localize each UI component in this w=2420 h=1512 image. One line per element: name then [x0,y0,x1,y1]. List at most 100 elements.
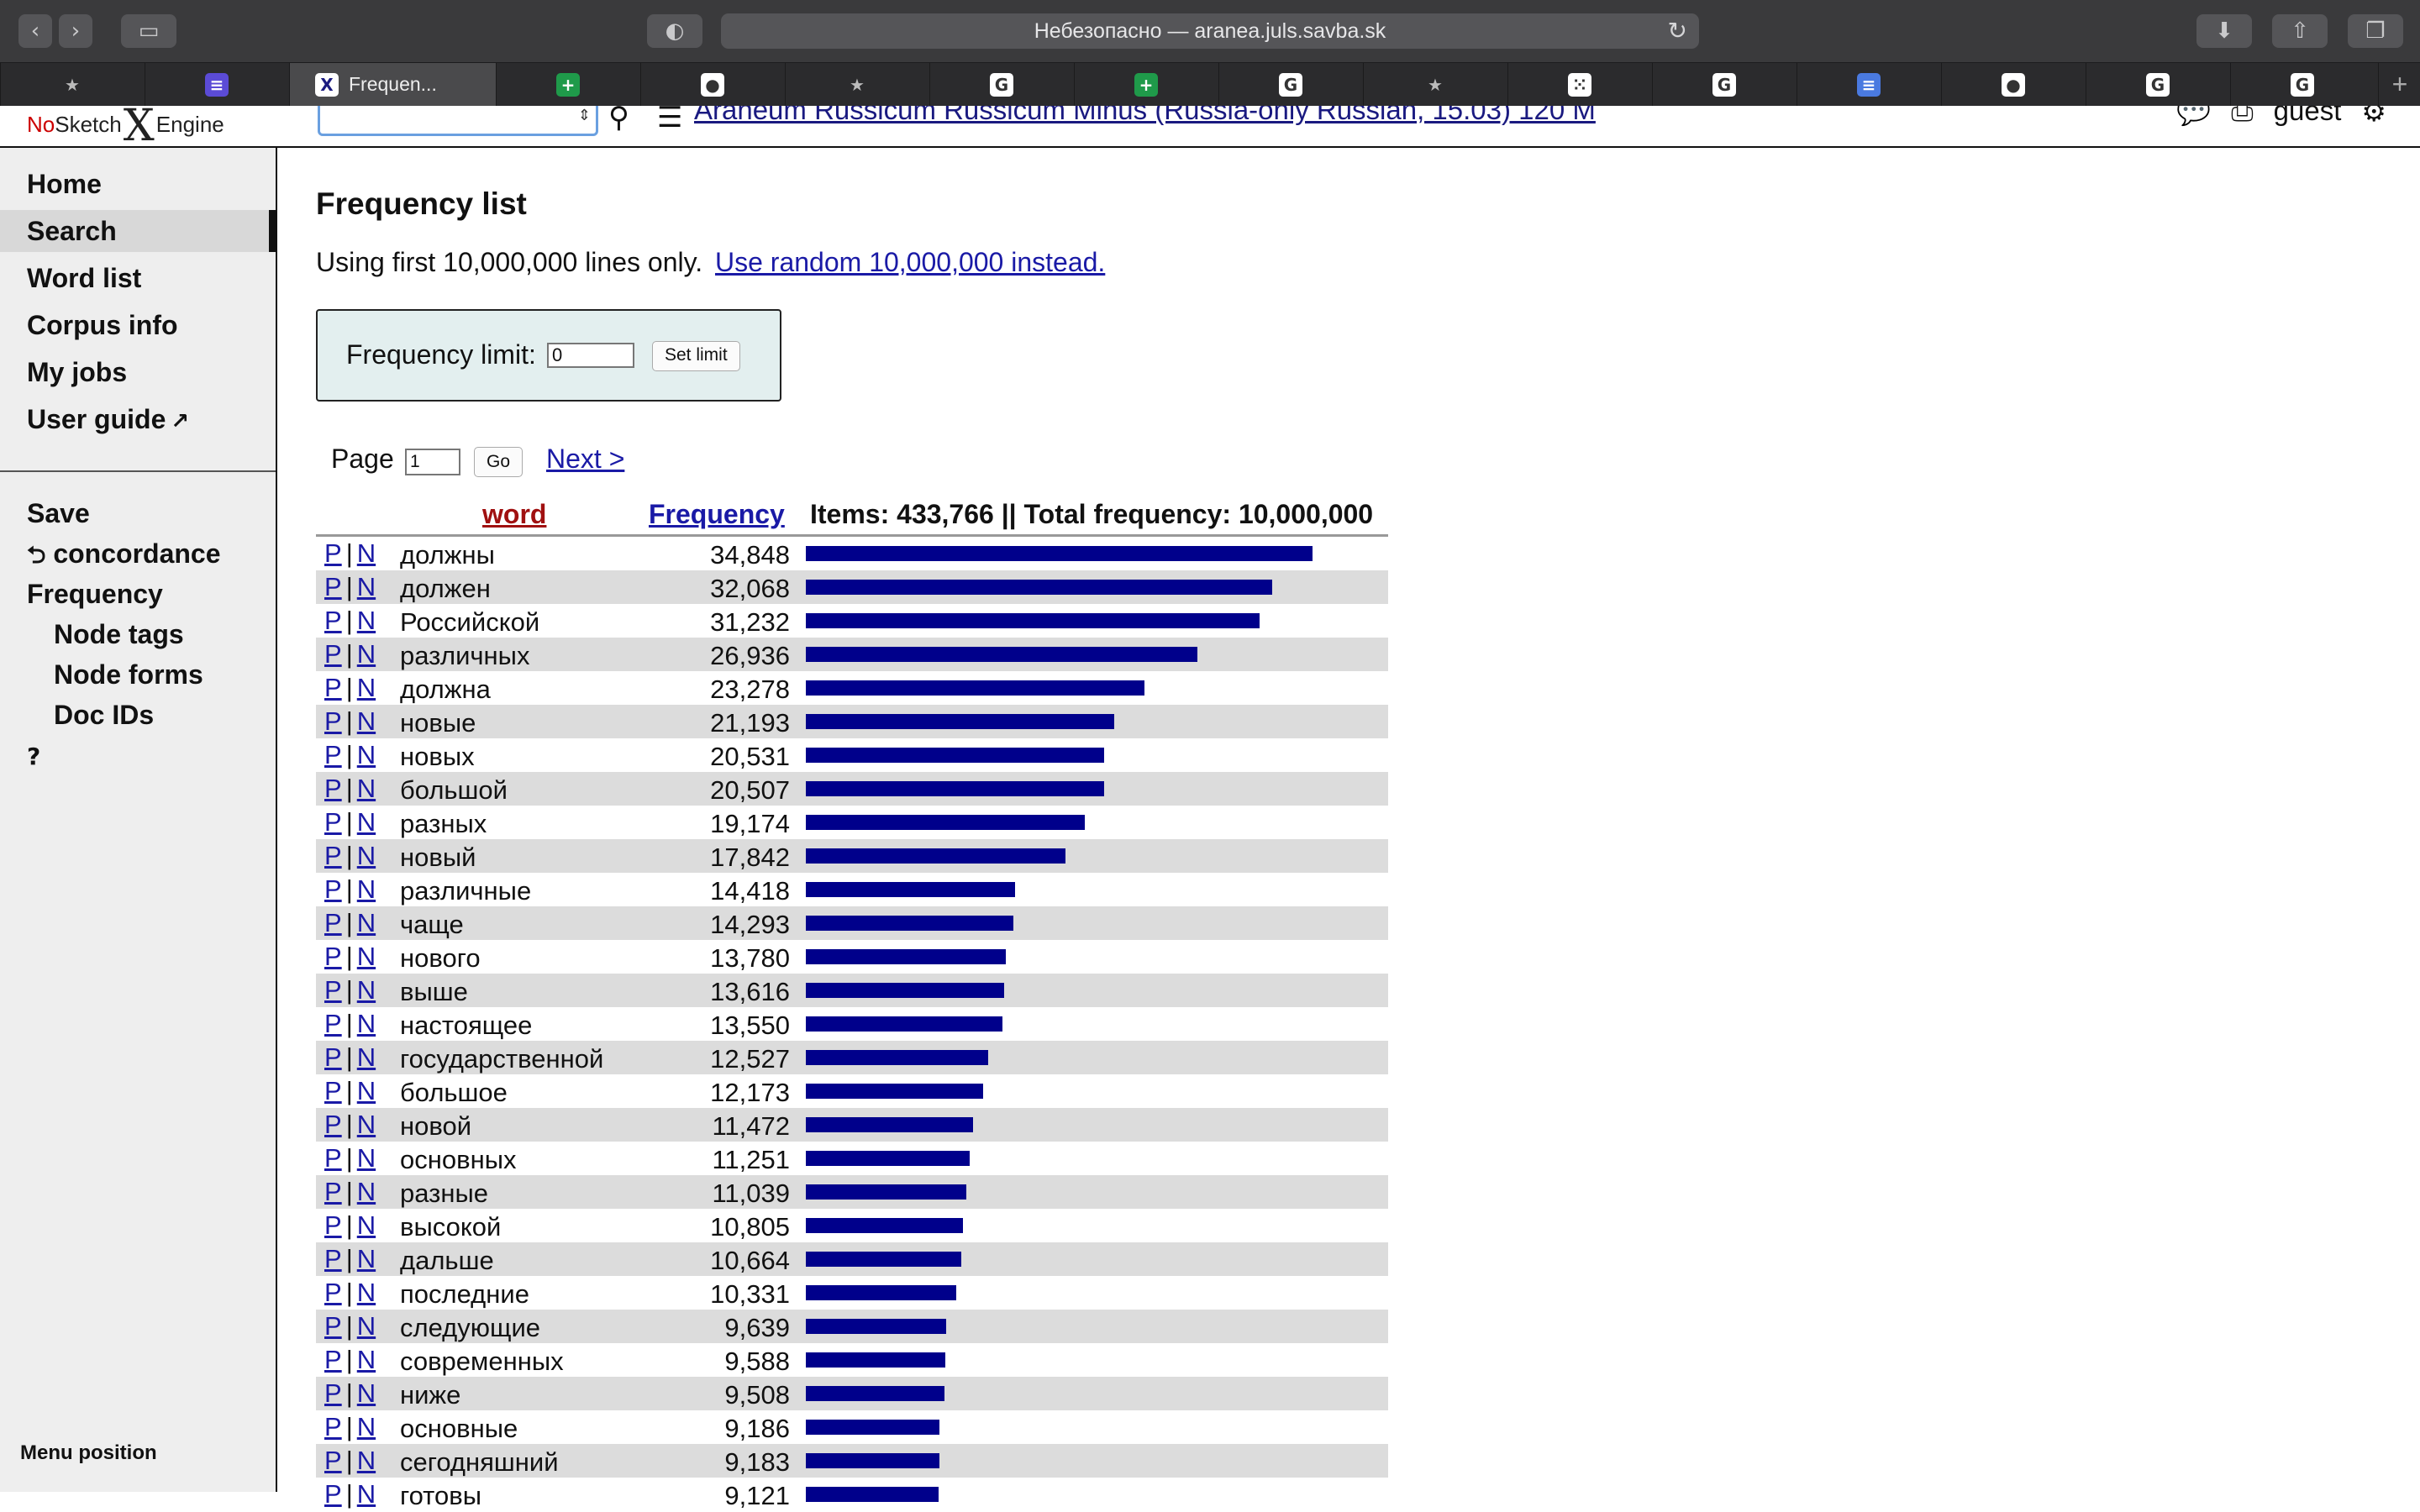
positive-filter-link[interactable]: P [324,1378,342,1408]
negative-filter-link[interactable]: N [356,538,376,568]
positive-filter-link[interactable]: P [324,942,342,971]
negative-filter-link[interactable]: N [356,1311,376,1341]
browser-tab[interactable]: ★ [785,63,929,106]
negative-filter-link[interactable]: N [356,1009,376,1038]
negative-filter-link[interactable]: N [356,1042,376,1072]
sidebar-item-frequency[interactable]: Frequency [27,579,163,609]
sketch-engine-logo[interactable]: NoSketchXEngine [27,106,224,146]
negative-filter-link[interactable]: N [356,908,376,937]
sidebar-item-corpus-info[interactable]: Corpus info [27,310,178,340]
column-frequency-header[interactable]: Frequency [649,499,785,529]
browser-tab[interactable]: + [496,63,639,106]
positive-filter-link[interactable]: P [324,639,342,669]
user-name[interactable]: guest [2273,106,2342,126]
browser-tab[interactable]: G [929,63,1073,106]
positive-filter-link[interactable]: P [324,1009,342,1038]
negative-filter-link[interactable]: N [356,1345,376,1374]
downloads-button[interactable]: ⬇ [2196,14,2252,48]
column-word-header[interactable]: word [482,499,547,529]
menu-position-toggle[interactable]: Menu position [20,1441,157,1464]
negative-filter-link[interactable]: N [356,874,376,904]
positive-filter-link[interactable]: P [324,1210,342,1240]
gear-icon[interactable]: ⚙ [2361,106,2386,128]
select-arrows-icon[interactable]: ⇕ [577,107,591,124]
positive-filter-link[interactable]: P [324,740,342,769]
positive-filter-link[interactable]: P [324,1479,342,1509]
negative-filter-link[interactable]: N [356,606,376,635]
positive-filter-link[interactable]: P [324,1143,342,1173]
browser-tab[interactable]: ≡ [145,63,288,106]
frequency-limit-input[interactable]: 0 [547,343,634,368]
positive-filter-link[interactable]: P [324,1076,342,1105]
browser-tab[interactable]: ≡ [1797,63,1940,106]
sidebar-item-concordance[interactable]: ⮌ concordance [0,533,276,575]
positive-filter-link[interactable]: P [324,774,342,803]
negative-filter-link[interactable]: N [356,774,376,803]
positive-filter-link[interactable]: P [324,572,342,601]
address-bar[interactable]: Небезопасно — aranea.juls.savba.sk ↻ [721,13,1699,49]
feedback-icon[interactable]: 💬 [2176,106,2212,127]
search-icon[interactable]: ⚲ [608,106,629,134]
negative-filter-link[interactable]: N [356,1210,376,1240]
tab-overview-button[interactable]: ❐ [2348,14,2403,48]
browser-tab[interactable]: G [2230,63,2374,106]
negative-filter-link[interactable]: N [356,572,376,601]
share-button[interactable]: ⇧ [2272,14,2328,48]
browser-tab[interactable]: ★ [0,63,144,106]
negative-filter-link[interactable]: N [356,841,376,870]
sidebar-item-home[interactable]: Home [27,169,102,199]
sidebar-item-node-tags[interactable]: Node tags [54,619,184,649]
negative-filter-link[interactable]: N [356,1412,376,1441]
sidebar-item-word-list[interactable]: Word list [27,263,142,293]
sidebar-item-save[interactable]: Save [27,498,90,528]
set-limit-button[interactable]: Set limit [652,341,740,371]
sidebar-item-doc-ids[interactable]: Doc IDs [54,700,155,730]
positive-filter-link[interactable]: P [324,1412,342,1441]
negative-filter-link[interactable]: N [356,807,376,837]
positive-filter-link[interactable]: P [324,975,342,1005]
browser-tab[interactable]: ★ [1363,63,1507,106]
positive-filter-link[interactable]: P [324,673,342,702]
next-page-link[interactable]: Next > [546,444,625,474]
positive-filter-link[interactable]: P [324,841,342,870]
positive-filter-link[interactable]: P [324,1446,342,1475]
negative-filter-link[interactable]: N [356,1076,376,1105]
go-button[interactable]: Go [474,447,523,477]
sidebar-toggle-button[interactable]: ▭ [121,14,176,48]
privacy-shield-icon[interactable]: ◐ [647,14,702,48]
negative-filter-link[interactable]: N [356,1177,376,1206]
new-tab-button[interactable]: + [2378,63,2420,106]
negative-filter-link[interactable]: N [356,975,376,1005]
negative-filter-link[interactable]: N [356,1244,376,1273]
positive-filter-link[interactable]: P [324,1244,342,1273]
negative-filter-link[interactable]: N [356,1278,376,1307]
negative-filter-link[interactable]: N [356,1378,376,1408]
forward-button[interactable]: › [59,14,92,48]
page-number-input[interactable]: 1 [405,449,460,475]
positive-filter-link[interactable]: P [324,1311,342,1341]
negative-filter-link[interactable]: N [356,706,376,736]
sidebar-item-user-guide[interactable]: User guide ↗ [0,398,276,440]
positive-filter-link[interactable]: P [324,606,342,635]
browser-tab[interactable]: ● [1941,63,2085,106]
quick-search-input[interactable]: ⇕ [318,106,598,136]
browser-tab[interactable]: + [1074,63,1218,106]
negative-filter-link[interactable]: N [356,673,376,702]
positive-filter-link[interactable]: P [324,706,342,736]
positive-filter-link[interactable]: P [324,1177,342,1206]
sidebar-item-node-forms[interactable]: Node forms [54,659,203,690]
negative-filter-link[interactable]: N [356,639,376,669]
negative-filter-link[interactable]: N [356,942,376,971]
browser-tab[interactable]: X Frequen... [289,63,496,106]
positive-filter-link[interactable]: P [324,1278,342,1307]
browser-tab[interactable]: ● [640,63,784,106]
negative-filter-link[interactable]: N [356,1446,376,1475]
browser-tab[interactable]: G [2086,63,2229,106]
corpus-name-link[interactable]: Araneum Russicum Russicum Minus (Russia-… [694,106,1596,125]
positive-filter-link[interactable]: P [324,908,342,937]
negative-filter-link[interactable]: N [356,1143,376,1173]
negative-filter-link[interactable]: N [356,740,376,769]
negative-filter-link[interactable]: N [356,1479,376,1509]
help-icon[interactable]: ? [27,743,41,770]
reload-icon[interactable]: ↻ [1667,17,1687,45]
